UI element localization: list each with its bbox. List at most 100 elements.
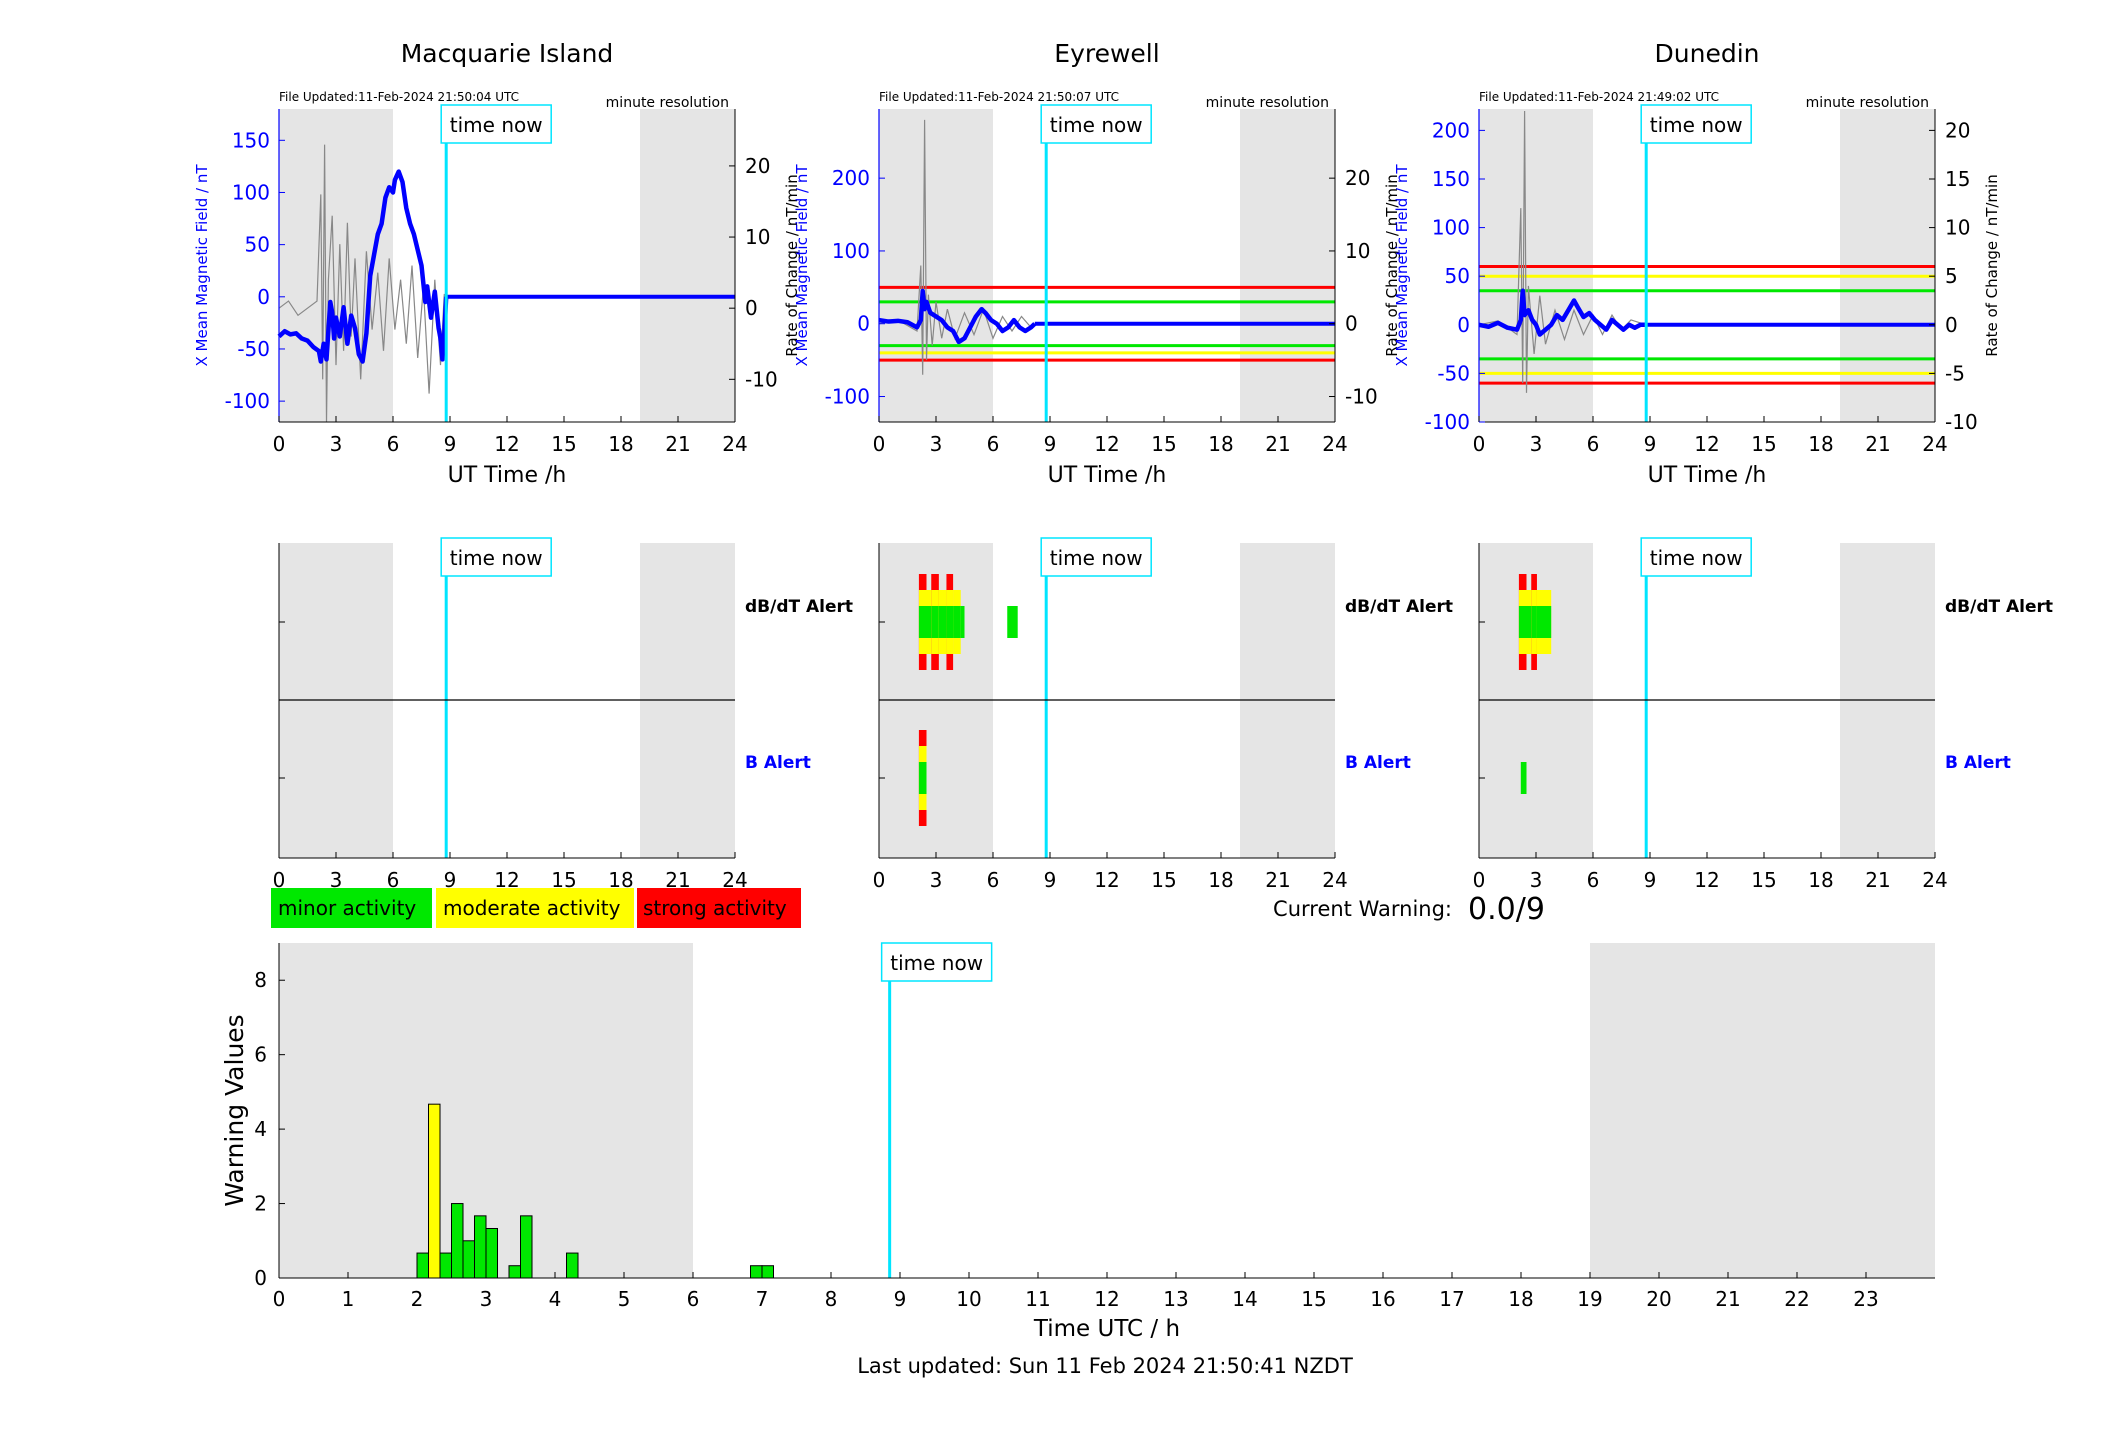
legend-moderate-swatch	[436, 888, 634, 928]
time-now-box	[1040, 537, 1152, 577]
x-tick-label: 21	[1265, 432, 1290, 456]
night-band	[879, 109, 993, 422]
activity-legend: minor activity moderate activity strong ac…	[271, 888, 801, 928]
y-axis-label: Warning Values	[220, 1014, 249, 1206]
x-tick-label: 9	[1044, 868, 1057, 892]
dbdt-alert-label: dB/dT Alert	[745, 597, 853, 617]
warning-bar	[749, 1265, 763, 1279]
y-left-tick-label: 150	[232, 128, 270, 152]
y-right-tick-label: 0	[745, 296, 758, 320]
alert-panel-2: 0 3 6 9 12 15 18 21 24 dB/dT Alert B Alert time now	[873, 537, 1453, 892]
alert-panel-3: 0 3 6 9 12 15 18 21 24 dB/dT Alert B Alert time now	[1473, 537, 2053, 892]
warning-bar	[439, 1252, 453, 1279]
x-tick-label: 24	[722, 432, 747, 456]
warning-bar	[416, 1252, 430, 1279]
warning-bar	[566, 1252, 579, 1279]
x-tick-label: 12	[1694, 868, 1719, 892]
x-tick-label: 0	[273, 1287, 286, 1311]
warning-bar	[462, 1240, 476, 1279]
magnetic-field-line	[878, 288, 1037, 345]
y-left-tick-label: 50	[245, 233, 270, 257]
y-tick-label: 8	[254, 968, 267, 992]
x-tick-label: 3	[930, 432, 943, 456]
dbdt-alert-block-minor	[918, 606, 927, 638]
x-tick-label: 15	[1151, 432, 1176, 456]
y-right-axis-label: Rate of Change / nT/min	[783, 174, 801, 356]
y-right-tick-label: 10	[745, 225, 770, 249]
x-tick-label: 9	[894, 1287, 907, 1311]
x-tick-label: 18	[1508, 1287, 1533, 1311]
x-tick-label: 15	[1751, 868, 1776, 892]
dbdt-alert-block-minor	[1526, 606, 1532, 638]
x-tick-label: 3	[1530, 432, 1543, 456]
y-left-tick-label: 150	[1432, 167, 1470, 191]
time-now-box	[880, 942, 993, 982]
x-tick-label: 3	[330, 432, 343, 456]
x-tick-label: 6	[387, 432, 400, 456]
legend-minor-label: minor activity	[278, 896, 416, 920]
last-updated-text: Last updated: Sun 11 Feb 2024 21:50:41 N…	[857, 1354, 1353, 1378]
dbdt-alert-block-minor	[926, 606, 932, 638]
x-tick-label: 6	[1587, 868, 1600, 892]
x-tick-label: 24	[1322, 432, 1347, 456]
dbdt-alert-block-minor	[953, 606, 961, 638]
legend-strong-label: strong activity	[643, 896, 787, 920]
x-tick-label: 9	[444, 432, 457, 456]
rate-of-change-line	[278, 144, 447, 423]
resolution-text: minute resolution	[1806, 95, 1929, 111]
x-tick-label: 23	[1853, 1287, 1878, 1311]
file-updated-text: File Updated:11-Feb-2024 21:50:04 UTC	[279, 90, 519, 104]
time-now-label: time now	[890, 951, 983, 975]
x-tick-label: 15	[1751, 432, 1776, 456]
y-right-tick-label: 10	[1345, 239, 1370, 263]
y-right-tick-label: 5	[1945, 264, 1958, 288]
dbdt-alert-block-minor	[1545, 606, 1552, 638]
time-now-box	[1040, 104, 1152, 144]
y-right-tick-label: -10	[1945, 410, 1978, 434]
x-tick-label: 0	[1473, 432, 1486, 456]
x-axis-label: UT Time /h	[448, 463, 567, 488]
time-now-label: time now	[1650, 113, 1743, 137]
y-left-tick-label: -100	[825, 385, 870, 409]
x-tick-label: 9	[444, 868, 457, 892]
x-tick-label: 9	[1044, 432, 1057, 456]
x-tick-label: 0	[273, 868, 286, 892]
dbdt-alert-block-minor	[1007, 606, 1018, 638]
y-left-tick-label: -50	[1437, 361, 1470, 385]
y-right-tick-label: 0	[1345, 312, 1358, 336]
y-left-tick-label: -50	[237, 337, 270, 361]
dbdt-alert-block-minor	[938, 606, 947, 638]
dbdt-alert-block-minor	[960, 606, 965, 638]
x-tick-label: 6	[387, 868, 400, 892]
x-tick-label: 11	[1025, 1287, 1050, 1311]
b-alert-label: B Alert	[745, 753, 811, 773]
night-band	[279, 109, 393, 422]
y-left-axis-label: X Mean Magnetic Field / nT	[193, 164, 211, 367]
y-right-tick-label: 20	[1945, 118, 1970, 142]
x-tick-label: 3	[480, 1287, 493, 1311]
x-axis-label: UT Time /h	[1048, 463, 1167, 488]
y-left-tick-label: -100	[1425, 410, 1470, 434]
y-left-tick-label: 200	[1432, 118, 1470, 142]
x-tick-label: 5	[618, 1287, 631, 1311]
x-tick-label: 15	[1301, 1287, 1326, 1311]
warning-bar	[428, 1103, 441, 1279]
x-tick-label: 22	[1784, 1287, 1809, 1311]
x-tick-label: 18	[1208, 868, 1233, 892]
b-alert-block-minor	[1520, 762, 1527, 794]
time-now-label: time now	[1050, 113, 1143, 137]
x-tick-label: 19	[1577, 1287, 1602, 1311]
night-band	[640, 109, 735, 422]
x-tick-label: 16	[1370, 1287, 1395, 1311]
x-tick-label: 3	[330, 868, 343, 892]
time-now-box	[440, 104, 552, 144]
x-axis-label: Time UTC / h	[1033, 1316, 1180, 1342]
y-left-tick-label: 50	[1445, 264, 1470, 288]
x-tick-label: 12	[1094, 868, 1119, 892]
y-tick-label: 2	[254, 1192, 267, 1216]
